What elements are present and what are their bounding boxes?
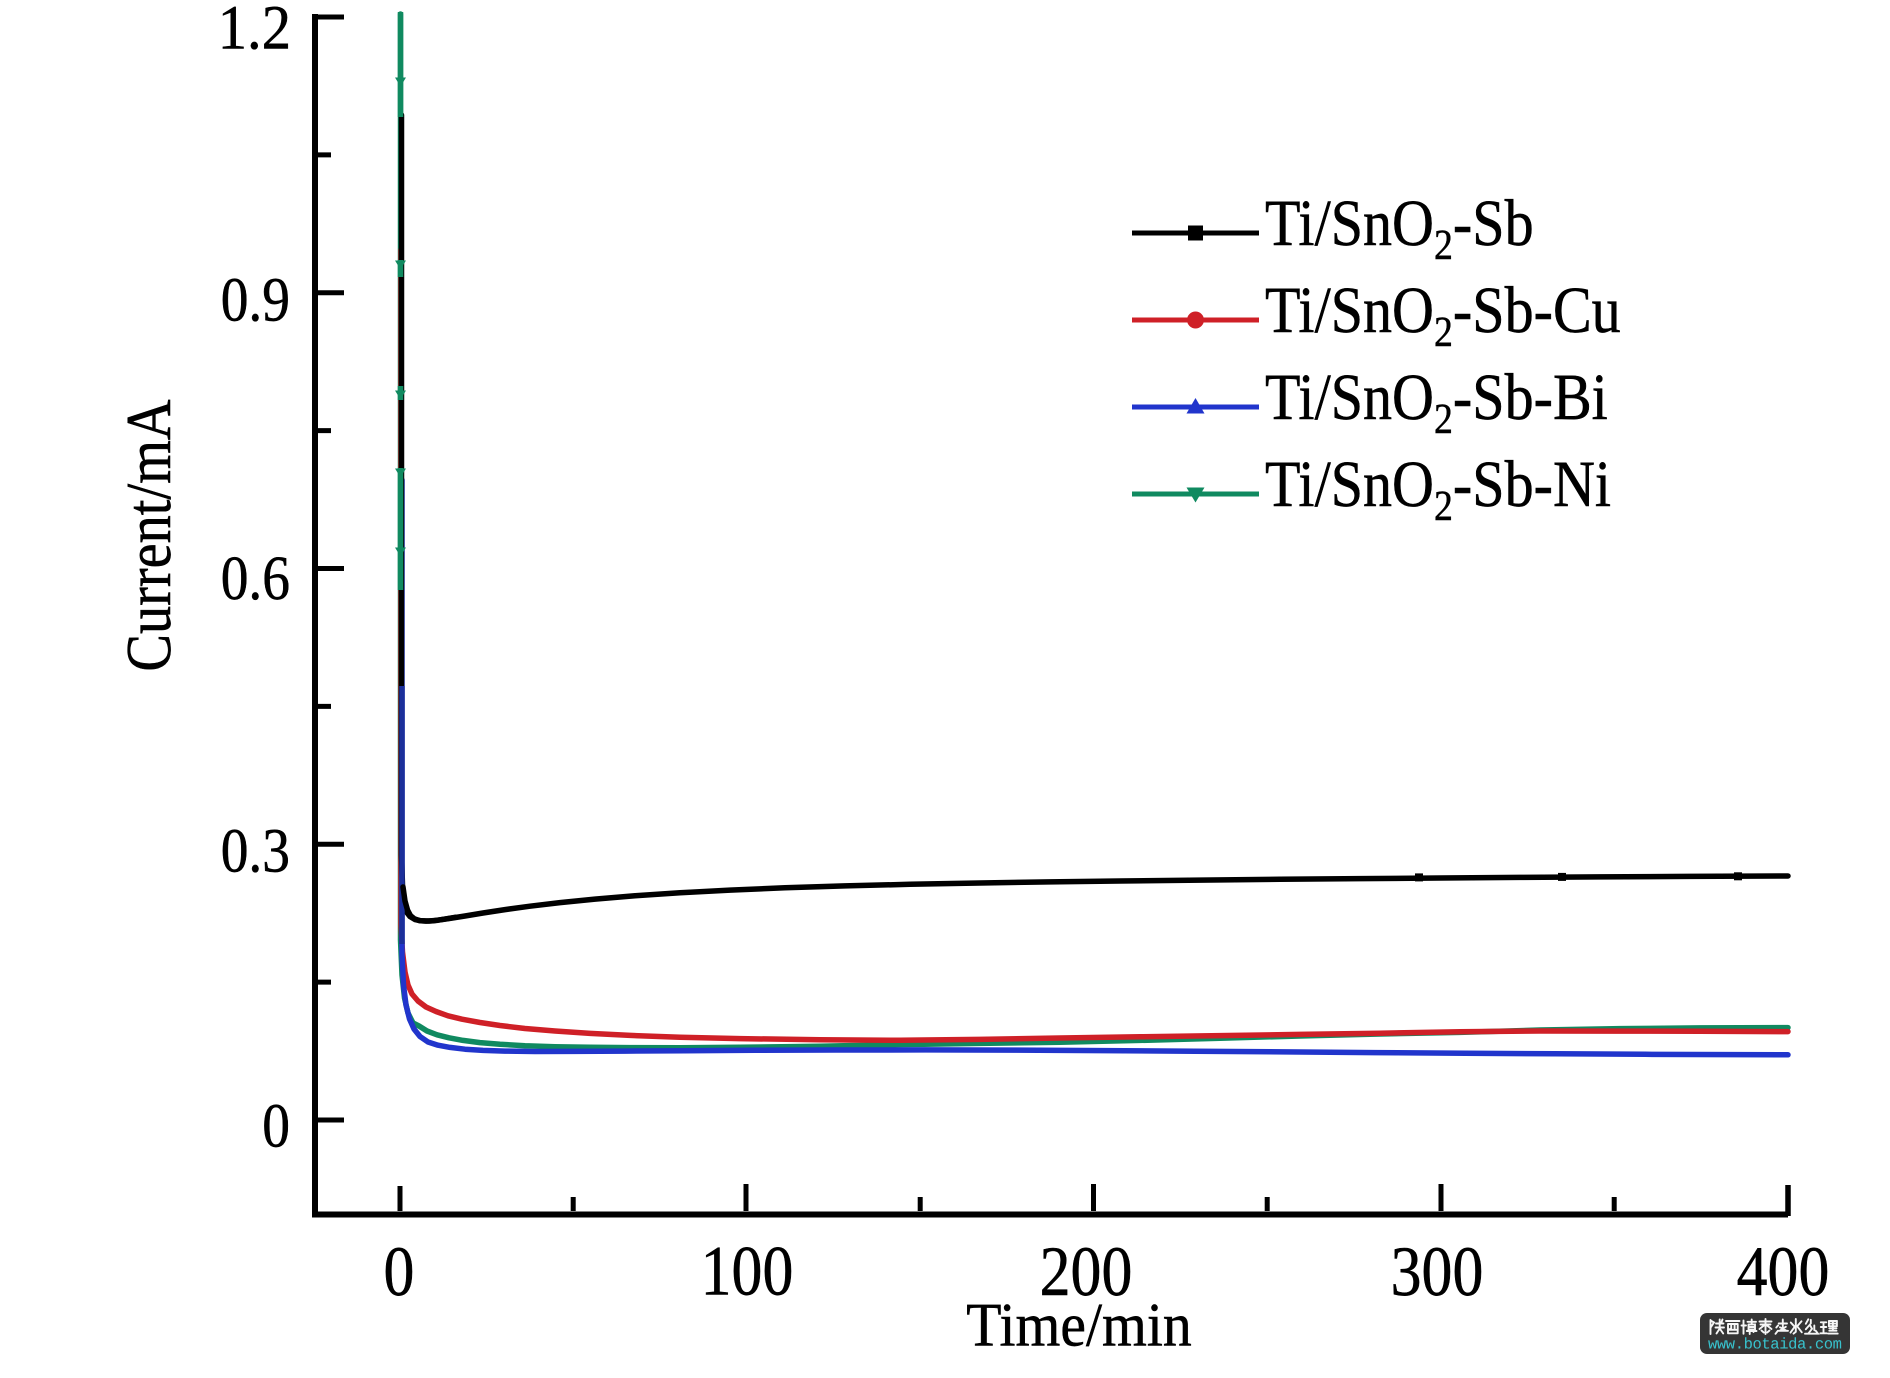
svg-text:300: 300 bbox=[1391, 1233, 1484, 1311]
svg-text:0.3: 0.3 bbox=[221, 816, 290, 886]
svg-text:0: 0 bbox=[384, 1233, 415, 1311]
svg-text:0: 0 bbox=[262, 1091, 290, 1161]
svg-text:Ti/SnO2-Sb-Bi: Ti/SnO2-Sb-Bi bbox=[1265, 361, 1608, 443]
svg-text:1.2: 1.2 bbox=[218, 0, 291, 63]
svg-text:400: 400 bbox=[1737, 1233, 1830, 1311]
svg-text:Ti/SnO2-Sb: Ti/SnO2-Sb bbox=[1265, 187, 1534, 269]
svg-text:0.9: 0.9 bbox=[221, 265, 290, 335]
svg-text:200: 200 bbox=[1040, 1233, 1133, 1311]
svg-text:0.6: 0.6 bbox=[221, 543, 290, 613]
svg-text:Time/min: Time/min bbox=[966, 1292, 1191, 1360]
svg-text:www.botaida.com: www.botaida.com bbox=[1708, 1336, 1842, 1354]
svg-text:100: 100 bbox=[701, 1233, 794, 1311]
svg-text:Current/mA: Current/mA bbox=[113, 399, 184, 671]
